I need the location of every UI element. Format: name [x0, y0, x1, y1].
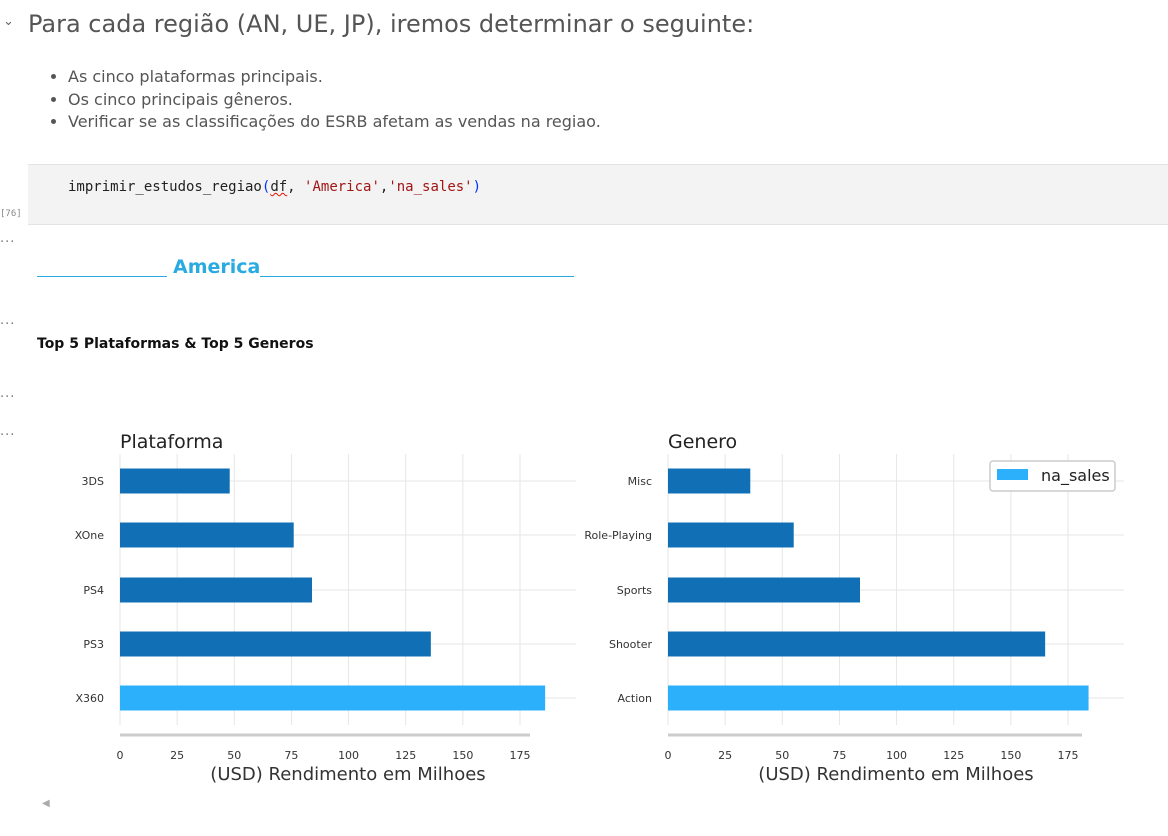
code-paren-close: ): [472, 179, 482, 195]
code-comma: ,: [379, 179, 389, 195]
x-tick-label: 0: [117, 749, 124, 762]
category-tick-label: PS3: [83, 638, 104, 651]
code-arg-column: 'na_sales': [388, 179, 473, 195]
category-tick-label: Misc: [628, 475, 652, 488]
x-tick-label: 25: [718, 749, 732, 762]
code-line[interactable]: imprimir_estudos_regiao(df, 'America','n…: [68, 179, 481, 195]
markdown-bullet-list: As cinco plataformas principais. Os cinc…: [48, 66, 601, 134]
legend-label: na_sales: [1041, 466, 1110, 486]
category-tick-label: Shooter: [609, 638, 652, 651]
category-tick-label: XOne: [75, 529, 104, 542]
x-tick-label: 175: [509, 749, 530, 762]
x-tick-label: 0: [665, 749, 672, 762]
bar: [120, 522, 294, 548]
category-tick-label: X360: [75, 692, 104, 705]
bar: [120, 631, 431, 657]
x-tick-label: 125: [943, 749, 964, 762]
bar: [668, 522, 794, 548]
x-tick-label: 75: [284, 749, 298, 762]
bar: [668, 468, 751, 494]
chart-title: Plataforma: [120, 431, 223, 453]
bar: [668, 577, 860, 603]
code-paren-open: (: [261, 179, 271, 195]
collapse-chevron-icon[interactable]: ⌄: [3, 14, 14, 29]
section-title: Top 5 Plataformas & Top 5 Generos: [37, 336, 314, 352]
category-tick-label: Sports: [617, 584, 653, 597]
x-tick-label: 75: [832, 749, 846, 762]
x-tick-label: 50: [775, 749, 789, 762]
bar: [120, 468, 230, 494]
legend-swatch: [997, 469, 1028, 480]
x-tick-label: 150: [452, 749, 473, 762]
list-item: Os cinco principais gêneros.: [68, 89, 601, 112]
category-tick-label: PS4: [83, 584, 104, 597]
code-arg-df: df: [270, 179, 288, 195]
bar: [668, 685, 1089, 711]
list-item: As cinco plataformas principais.: [68, 66, 601, 89]
x-tick-label: 150: [1000, 749, 1021, 762]
region-title: America: [173, 256, 261, 278]
output-ellipsis[interactable]: ...: [0, 231, 16, 246]
execution-count: [76]: [0, 209, 22, 219]
x-tick-label: 50: [227, 749, 241, 762]
title-rule-left: [37, 276, 167, 277]
category-tick-label: Action: [618, 692, 652, 705]
output-ellipsis[interactable]: ...: [0, 386, 16, 401]
x-tick-label: 100: [338, 749, 359, 762]
x-axis-label: (USD) Rendimento em Milhoes: [758, 764, 1033, 785]
code-comma: ,: [287, 179, 305, 195]
legend-box: [989, 460, 1116, 492]
category-tick-label: Role-Playing: [584, 529, 652, 542]
x-tick-label: 175: [1057, 749, 1078, 762]
x-axis-label: (USD) Rendimento em Milhoes: [210, 764, 485, 785]
bar: [120, 577, 312, 603]
bar: [668, 631, 1046, 657]
category-tick-label: 3DS: [82, 475, 104, 488]
output-ellipsis[interactable]: ...: [0, 313, 16, 328]
scroll-left-icon[interactable]: ◀: [42, 798, 50, 809]
output-ellipsis[interactable]: ...: [0, 424, 16, 439]
code-cell[interactable]: [28, 164, 1168, 225]
x-tick-label: 100: [886, 749, 907, 762]
code-arg-region: 'America': [304, 179, 380, 195]
x-tick-label: 125: [395, 749, 416, 762]
title-rule-right: [260, 276, 574, 277]
chart-title: Genero: [668, 431, 737, 453]
bar: [120, 685, 546, 711]
markdown-heading: Para cada região (AN, UE, JP), iremos de…: [28, 10, 755, 38]
code-function-name: imprimir_estudos_regiao: [68, 179, 262, 195]
x-tick-label: 25: [170, 749, 184, 762]
list-item: Verificar se as classificações do ESRB a…: [68, 111, 601, 134]
